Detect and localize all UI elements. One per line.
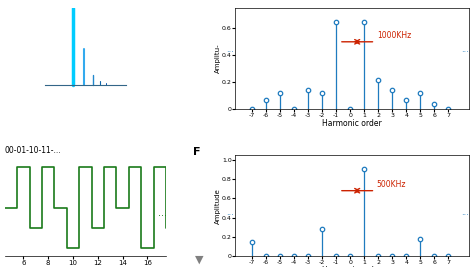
Text: ···: ··· (226, 48, 234, 57)
Text: ···: ··· (461, 211, 469, 220)
Text: 500KHz: 500KHz (377, 180, 406, 189)
Text: $f_c\!\!+\!\!f_0$: $f_c\!\!+\!\!f_0$ (62, 94, 77, 103)
X-axis label: Harmonic order: Harmonic order (322, 266, 382, 267)
Text: F: F (193, 147, 201, 157)
Text: 1000KHz: 1000KHz (377, 31, 411, 40)
Text: 00-01-10-11-...: 00-01-10-11-... (5, 146, 61, 155)
Text: Harmonics: Harmonics (96, 95, 133, 101)
Text: ···: ··· (226, 211, 234, 220)
Text: · · ·: · · · (114, 74, 128, 84)
Text: ···: ··· (158, 211, 167, 221)
Text: ···: ··· (461, 48, 469, 57)
Y-axis label: Amplitude: Amplitude (215, 188, 220, 223)
Text: $f_c\!\!+\!\!2f_t$: $f_c\!\!+\!\!2f_t$ (76, 94, 95, 103)
Y-axis label: Amplitu-: Amplitu- (215, 44, 220, 73)
Text: ▼: ▼ (195, 254, 203, 264)
X-axis label: Harmonic order: Harmonic order (322, 119, 382, 128)
